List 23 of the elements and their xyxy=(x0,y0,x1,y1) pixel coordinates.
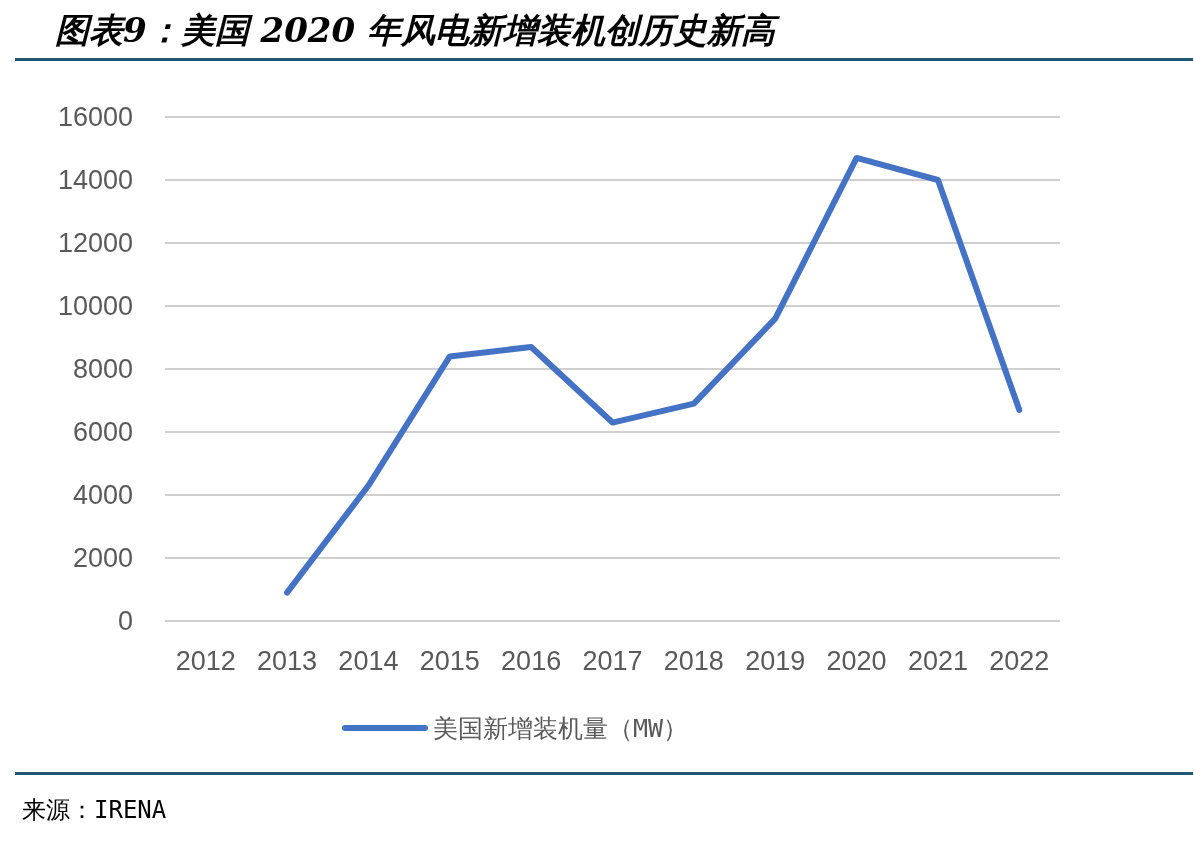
y-tick-label: 2000 xyxy=(72,543,133,573)
y-tick-label: 0 xyxy=(117,606,133,636)
y-tick-label: 12000 xyxy=(57,228,133,258)
x-tick-label: 2019 xyxy=(745,646,806,676)
chart-title: 图表9：美国 2020 年风电新增装机创历史新高 xyxy=(55,10,781,50)
x-tick-label: 2012 xyxy=(175,646,236,676)
y-tick-label: 4000 xyxy=(72,480,133,510)
x-tick-label: 2018 xyxy=(663,646,724,676)
x-tick-label: 2020 xyxy=(826,646,887,676)
x-tick-label: 2021 xyxy=(907,646,968,676)
x-tick-label: 2014 xyxy=(338,646,399,676)
source-note: 来源：IRENA xyxy=(22,796,167,824)
y-tick-label: 10000 xyxy=(57,291,133,321)
x-tick-label: 2013 xyxy=(257,646,318,676)
y-tick-label: 8000 xyxy=(72,354,133,384)
x-tick-label: 2022 xyxy=(989,646,1050,676)
x-tick-label: 2016 xyxy=(501,646,562,676)
x-tick-label: 2017 xyxy=(582,646,643,676)
x-tick-label: 2015 xyxy=(419,646,480,676)
y-tick-label: 6000 xyxy=(72,417,133,447)
legend-label: 美国新增装机量（MW） xyxy=(433,714,689,743)
y-tick-label: 14000 xyxy=(57,165,133,195)
y-tick-label: 16000 xyxy=(57,102,133,132)
